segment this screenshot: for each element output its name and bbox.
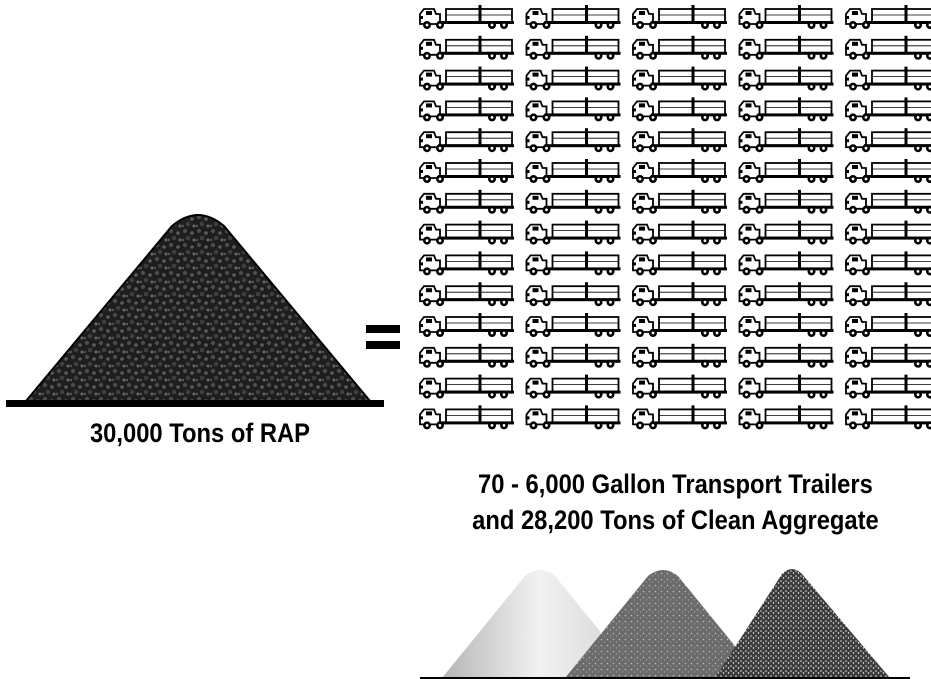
tanker-truck-icon [419, 405, 514, 429]
tanker-truck-icon [845, 190, 931, 214]
tanker-truck-icon [526, 405, 621, 429]
tanker-truck-icon [526, 190, 621, 214]
tanker-truck-icon [526, 221, 621, 245]
tanker-truck-icon [419, 313, 514, 337]
tanker-truck-icon [845, 36, 931, 60]
equals-bar-bottom [366, 341, 400, 349]
tanker-truck-icon [632, 36, 727, 60]
tanker-truck-icon [845, 5, 931, 29]
tanker-truck-grid [418, 5, 931, 435]
tanker-truck-icon [526, 375, 621, 399]
tanker-truck-icon [845, 405, 931, 429]
tanker-truck-icon [632, 221, 727, 245]
tanker-truck-icon [739, 221, 834, 245]
tanker-truck-icon [739, 67, 834, 91]
tanker-truck-icon [419, 251, 514, 275]
tanker-truck-icon [845, 159, 931, 183]
tanker-truck-icon [632, 128, 727, 152]
tanker-truck-icon [845, 67, 931, 91]
tanker-truck-icon [845, 313, 931, 337]
tanker-truck-icon [632, 190, 727, 214]
tanker-truck-icon [845, 221, 931, 245]
tanker-truck-icon [632, 313, 727, 337]
equals-bar-top [366, 325, 400, 333]
tanker-truck-icon [845, 97, 931, 121]
tanker-truck-icon [739, 5, 834, 29]
tanker-truck-icon [632, 282, 727, 306]
tanker-truck-icon [419, 159, 514, 183]
rap-label: 30,000 Tons of RAP [24, 418, 376, 449]
tanker-truck-icon [419, 97, 514, 121]
tanker-truck-icon [632, 375, 727, 399]
tanker-truck-icon [526, 282, 621, 306]
tanker-truck-icon [739, 97, 834, 121]
tanker-truck-icon [526, 97, 621, 121]
equals-sign [366, 325, 400, 353]
rap-pile [0, 200, 400, 405]
trucks-caption: 70 - 6,000 Gallon Transport Trailers and… [451, 466, 901, 538]
tanker-truck-icon [419, 5, 514, 29]
tanker-truck-icon [739, 159, 834, 183]
tanker-truck-icon [845, 251, 931, 275]
tanker-truck-icon [526, 313, 621, 337]
tanker-truck-icon [739, 36, 834, 60]
tanker-truck-icon [526, 36, 621, 60]
tanker-truck-icon [845, 375, 931, 399]
tanker-truck-icon [632, 67, 727, 91]
tanker-truck-icon [526, 159, 621, 183]
tanker-truck-icon [526, 128, 621, 152]
tanker-truck-icon [632, 5, 727, 29]
tanker-truck-icon [632, 97, 727, 121]
tanker-truck-icon [739, 190, 834, 214]
trucks-caption-line1: 70 - 6,000 Gallon Transport Trailers [451, 466, 901, 502]
trucks-caption-line2: and 28,200 Tons of Clean Aggregate [451, 502, 901, 538]
tanker-truck-icon [526, 5, 621, 29]
tanker-truck-icon [845, 282, 931, 306]
tanker-truck-icon [632, 344, 727, 368]
clean-aggregate-piles [420, 560, 931, 679]
tanker-truck-icon [419, 67, 514, 91]
tanker-truck-icon [419, 375, 514, 399]
tanker-truck-icon [739, 282, 834, 306]
tanker-truck-icon [419, 36, 514, 60]
tanker-truck-icon [526, 67, 621, 91]
tanker-truck-icon [739, 405, 834, 429]
tanker-truck-icon [739, 344, 834, 368]
tanker-truck-icon [419, 190, 514, 214]
tanker-truck-icon [739, 375, 834, 399]
tanker-truck-icon [632, 405, 727, 429]
tanker-truck-icon [845, 344, 931, 368]
tanker-truck-icon [632, 251, 727, 275]
tanker-truck-icon [526, 344, 621, 368]
tanker-truck-icon [845, 128, 931, 152]
tanker-truck-icon [419, 221, 514, 245]
tanker-truck-icon [419, 282, 514, 306]
ground-line [6, 400, 384, 407]
tanker-truck-icon [739, 313, 834, 337]
tanker-truck-icon [739, 128, 834, 152]
tanker-truck-icon [526, 251, 621, 275]
dark-aggregate-pile [715, 569, 890, 678]
tanker-truck-icon [739, 251, 834, 275]
tanker-truck-icon [419, 344, 514, 368]
tanker-truck-icon [419, 128, 514, 152]
tanker-truck-icon [632, 159, 727, 183]
